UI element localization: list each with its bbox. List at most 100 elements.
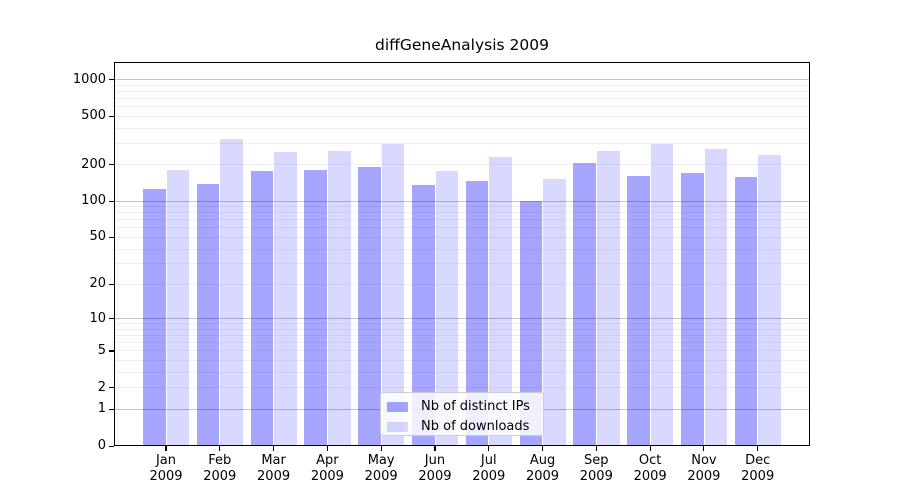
bar-distinct-ips [680,172,704,446]
bar-downloads [166,169,190,446]
bar-downloads [543,179,566,446]
chart-title: diffGeneAnalysis 2009 [375,36,549,54]
legend-item-distinct-ips: Nb of distinct IPs [387,398,543,415]
x-tick-mark [326,446,328,451]
y-tick-label: 1000 [72,71,106,87]
legend: Nb of distinct IPs Nb of downloads [380,392,544,436]
x-tick-mark [703,446,705,451]
bar-downloads [489,156,512,446]
x-tick-label: Sep 2009 [579,453,613,484]
x-tick-label: Jul 2009 [472,453,506,484]
gridline-minor [114,328,810,330]
bar-distinct-ips [304,170,327,446]
y-tick-label: 500 [81,108,106,124]
y-tick-mark [109,115,114,117]
legend-swatch-distinct-ips [387,401,408,412]
bar-distinct-ips [734,176,758,446]
y-tick-mark [109,445,114,447]
gridline-minor [114,342,810,344]
x-tick-label: Oct 2009 [633,453,667,484]
x-tick-mark [595,446,597,451]
y-tick-mark [109,350,114,352]
gridline-minor [114,350,810,352]
gridline-minor [114,127,810,129]
gridline-minor [114,323,810,325]
gridline-minor [114,371,810,373]
legend-item-downloads: Nb of downloads [387,418,543,435]
gridline-minor [114,219,810,221]
gridline-major [114,200,810,202]
gridline-minor [114,164,810,166]
x-tick-mark [219,446,221,451]
gridline-major [114,79,810,81]
x-tick-label: May 2009 [364,453,398,484]
gridline-minor [114,335,810,337]
bar-distinct-ips [143,188,166,446]
bar-downloads [435,171,459,446]
gridline-minor [114,212,810,214]
gridline-minor [114,360,810,362]
y-tick-mark [109,283,114,286]
y-tick-mark [109,236,114,239]
x-tick-mark [649,446,651,451]
y-tick-label: 100 [81,193,106,209]
bar-downloads [650,143,674,446]
gridline-minor [114,387,810,389]
bar-downloads [274,152,297,446]
x-tick-label: Aug 2009 [525,453,560,484]
bar-distinct-ips [465,181,489,446]
x-tick-mark [272,446,275,451]
y-tick-label: 10 [89,310,106,326]
bar-downloads [381,143,405,446]
x-tick-mark [541,446,544,451]
bar-downloads [327,151,351,446]
x-tick-label: Feb 2009 [203,453,237,484]
bar-distinct-ips [519,200,543,446]
gridlines-layer [114,62,810,446]
y-tick-mark [109,164,114,166]
bars-layer [114,62,810,446]
gridline-minor [114,227,810,229]
y-tick-mark [109,79,114,81]
y-tick-label: 50 [89,229,106,245]
bar-distinct-ips [573,162,596,446]
gridline-minor [114,283,810,285]
y-tick-label: 1 [97,401,106,417]
gridline-major [114,318,810,320]
legend-label-distinct-ips: Nb of distinct IPs [421,399,530,414]
x-tick-mark [434,446,436,451]
y-tick-mark [109,387,114,389]
x-tick-mark [488,446,490,451]
gridline-minor [114,236,810,238]
y-tick-mark [109,318,114,320]
y-tick-label: 200 [81,156,106,172]
x-tick-mark [380,446,382,451]
y-tick-mark [109,200,114,202]
x-tick-label: Jun 2009 [418,453,452,484]
x-tick-label: Apr 2009 [310,453,344,484]
bar-downloads [704,149,728,446]
y-tick-label: 2 [97,379,106,395]
gridline-minor [114,97,810,99]
y-tick-mark [109,408,114,410]
gridline-minor [114,90,810,92]
y-tick-label: 5 [97,342,106,358]
gridline-minor [114,248,810,250]
bar-distinct-ips [250,171,274,446]
bar-downloads [758,154,781,446]
gridline-minor [114,206,810,208]
x-tick-mark [165,446,167,451]
bar-distinct-ips [627,175,650,446]
bar-downloads [220,138,243,446]
gridline-minor [114,142,810,144]
x-tick-label: Jan 2009 [149,453,183,484]
gridline-minor [114,106,810,108]
gridline-minor [114,115,810,117]
y-tick-label: 20 [89,276,106,292]
bar-downloads [596,151,620,446]
legend-swatch-downloads [387,421,408,432]
x-tick-label: Mar 2009 [257,453,291,484]
legend-label-downloads: Nb of downloads [421,419,530,434]
x-tick-label: Dec 2009 [741,453,775,484]
